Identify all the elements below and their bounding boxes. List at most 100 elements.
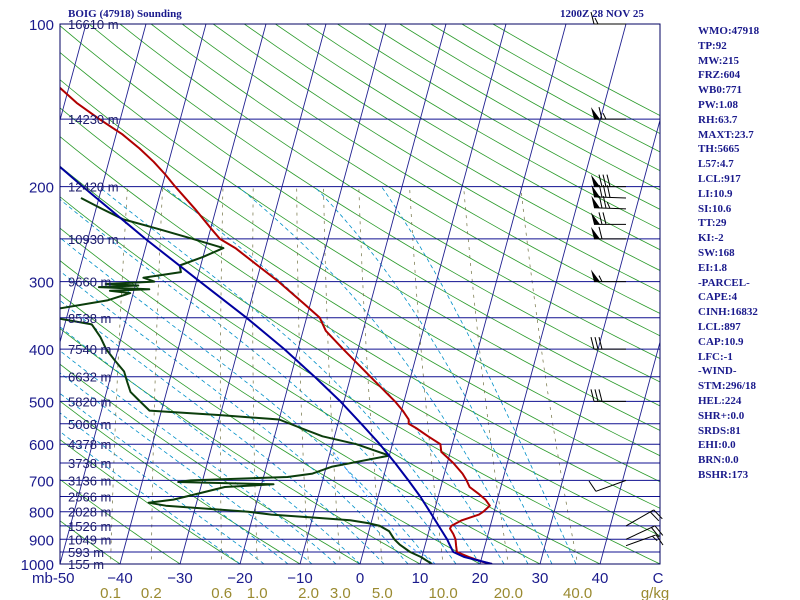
mixing-ratio-label: 0.6 [211,585,232,600]
height-label: 3738 m [68,456,111,471]
wind-barb-staff [625,525,656,540]
x-axis-left-label: mb-50 [32,570,75,587]
wind-barb-flag [651,535,658,542]
index-item: SHR+:0.0 [698,409,745,422]
mixing-ratio-label: 0.2 [141,585,162,600]
isotherm [359,24,507,564]
pressure-tick-label: 900 [29,532,54,549]
wind-barb-flag [594,389,599,402]
isotherm [419,24,567,564]
pressure-tick-label: 600 [29,437,54,454]
mixing-ratio-label: 10.0 [429,585,458,600]
wind-barb-flag [598,226,603,240]
wind-barb-flag [598,389,603,402]
wind-barb-flag [654,525,664,536]
temperature-tick-label: 10 [412,570,429,587]
dry-adiabat [150,24,660,337]
index-item: LCL:917 [698,172,741,185]
height-label: 593 m [68,545,104,560]
moist-adiabat [60,412,265,564]
wind-barb-flag [606,185,611,198]
dry-adiabat [60,293,481,564]
wind-barb-staff [625,534,657,547]
wind-barb-flag [602,195,607,209]
wind-barb [588,479,627,492]
index-item: L57:4.7 [698,158,734,171]
dry-adiabat [275,24,660,251]
wind-barb-flag [590,336,595,350]
wind-barb-flag [602,185,607,198]
mixing-ratio-label: 0.1 [100,585,121,600]
moist-adiabat [60,237,433,564]
wind-barbs [588,11,664,547]
height-label: 5820 m [68,394,111,409]
wind-barb-flag [594,336,599,350]
mixing-ratio-label: 2.0 [298,585,319,600]
index-item: BRN:0.0 [698,454,739,467]
wind-barb-pennant [591,174,600,187]
index-item: TT:29 [698,217,727,230]
pressure-tick-label: 500 [29,394,54,411]
pressure-tick-labels: 100 200 300 400 500 600 700 800 900 1000 [21,17,54,574]
stability-indices-panel: WMO:47918 TP:92 MW:215 FRZ:604 WB0:771 PW:1.0… [698,24,759,483]
dry-adiabat [60,136,660,509]
pressure-tick-label: 200 [29,180,54,197]
index-item: LCL:897 [698,320,741,333]
mixing-ratio-line [323,186,341,564]
mixing-ratio-label: 40.0 [563,585,592,600]
isotherm [179,24,327,564]
wind-barb [625,525,664,540]
chart-title: BOIG (47918) Sounding [68,8,182,20]
isotherm [299,24,447,564]
dry-adiabat [60,478,181,564]
temperature-tick-label: 20 [472,570,489,587]
wind-barb-pennant [591,107,600,120]
index-item: CINH:16832 [698,306,758,319]
wind-barb-flag [598,184,603,198]
wind-barb [591,226,626,240]
wind-barb [625,509,663,527]
index-item: KI:-2 [698,232,724,245]
mixing-ratio-line [358,186,383,564]
mixing-ratio-lines [110,186,579,564]
height-label: 2028 m [68,505,111,520]
index-item: CAP:10.9 [698,335,744,348]
dry-adiabat [60,51,660,431]
dry-adiabats [60,24,660,564]
height-label: 12420 m [68,180,119,195]
wind-barb-flag [602,112,607,120]
temperature-tick-label: −10 [287,570,312,587]
wind-barb-flag [602,212,607,225]
wind-barb-flag [590,389,595,402]
wind-barb-flag [598,275,603,282]
wind-barb-pennant [591,226,600,239]
height-label: 9660 m [68,275,111,290]
height-label: 7540 m [68,342,111,357]
index-item: FRZ:604 [698,69,741,82]
wind-barb [591,195,627,210]
height-label: 6632 m [68,370,111,385]
isotherm [479,24,627,564]
height-label: 5068 m [68,417,111,432]
wind-barb-pennant [591,184,600,198]
mixing-ratio-line [520,186,579,564]
dry-adiabat [60,227,601,564]
isotherms [60,24,660,564]
virtual-temperature-line [327,443,436,564]
wind-barb-flag [655,534,664,546]
wind-barb-staff [595,479,627,492]
height-label: 8538 m [68,311,111,326]
dry-adiabat [244,24,660,271]
wind-barb-flag [598,212,603,225]
index-item: STM:296/18 [698,380,757,393]
wind-barb-staff [593,207,627,210]
mixing-ratio-line [252,186,258,564]
temperature-tick-labels: mb-50 −40 −30 −20 −10 0 10 20 30 40 C [32,570,664,587]
wind-barb-flag [653,509,663,520]
index-item: EI:1.8 [698,261,728,274]
wind-barb-flag [598,195,603,209]
wind-barb-flag [651,527,660,538]
height-label: 3136 m [68,473,111,488]
isobars [60,24,660,564]
plot-grid [60,24,660,564]
